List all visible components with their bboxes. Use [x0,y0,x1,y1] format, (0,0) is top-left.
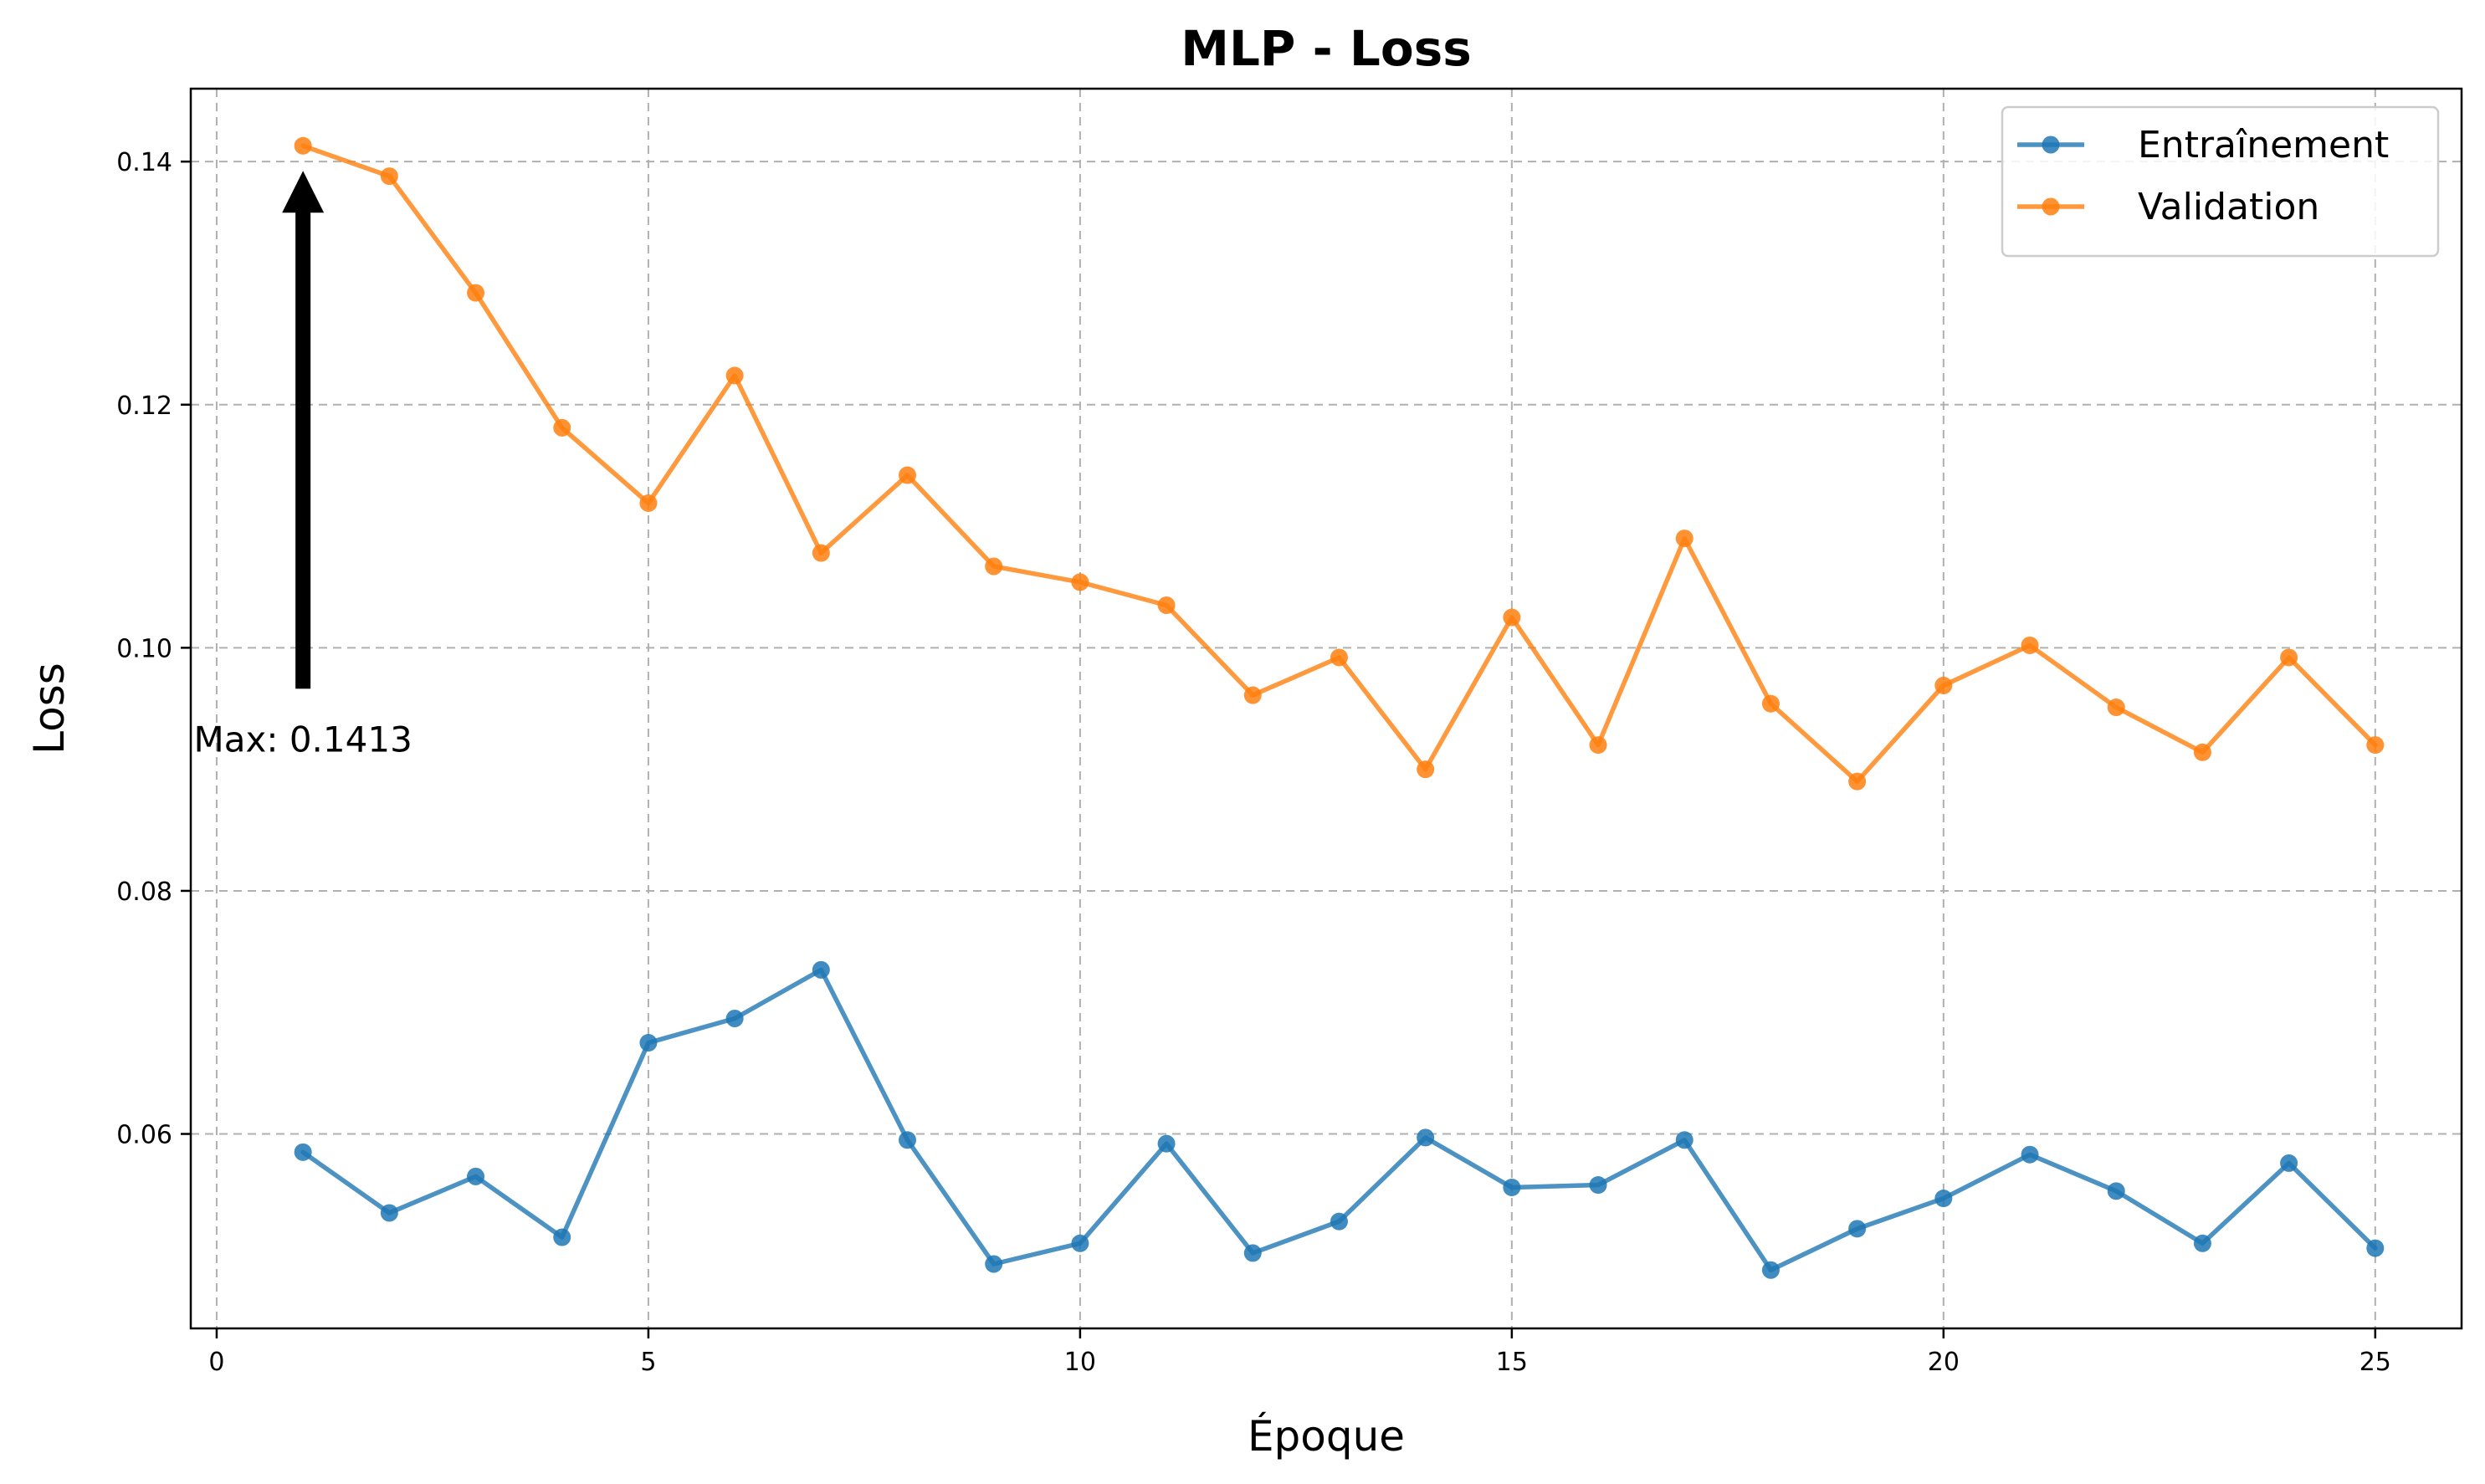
data-point-1 [294,136,312,155]
y-tick-label: 0.12 [116,391,172,421]
x-tick-label: 0 [208,1348,224,1377]
data-point-0 [380,1204,398,1222]
x-tick-label: 15 [1496,1348,1528,1377]
data-point-1 [1934,676,1953,694]
annotation-arrow-shaft [295,211,311,689]
legend-box [2001,105,2440,258]
data-point-1 [1589,736,1607,755]
x-tick-label: 25 [2359,1348,2391,1377]
data-point-0 [2107,1182,2125,1200]
data-point-1 [985,557,1003,576]
data-point-0 [1761,1261,1780,1279]
x-tick-label: 10 [1064,1348,1096,1377]
data-point-0 [2193,1234,2211,1252]
data-point-1 [1157,596,1176,614]
data-point-1 [1417,760,1435,779]
data-point-0 [553,1228,571,1246]
y-tick-label: 0.08 [116,878,172,907]
y-axis-label: Loss [25,663,74,755]
data-point-1 [2021,636,2039,654]
y-axis: 0.06 0.08 0.10 0.12 0.14 [116,148,191,1150]
legend: Entraînement Validation [2001,105,2440,258]
data-point-1 [812,544,830,562]
data-point-1 [639,494,658,512]
data-point-0 [1157,1134,1176,1153]
data-point-1 [725,366,744,385]
data-point-1 [899,466,917,484]
legend-label-1: Validation [2138,186,2319,228]
data-point-0 [1330,1212,1348,1231]
data-point-1 [2366,736,2385,755]
data-point-0 [985,1255,1003,1273]
data-point-1 [1675,530,1693,548]
plot-area: Max: 0.1413 [189,87,2463,1330]
data-point-1 [1761,694,1780,713]
data-point-1 [553,418,571,437]
data-point-0 [812,960,830,979]
data-point-0 [467,1167,485,1185]
y-tick-label: 0.06 [116,1121,172,1150]
annotation-label: Max: 0.1413 [194,719,412,760]
data-point-0 [2366,1239,2385,1257]
x-axis: 0 5 10 15 20 25 [208,1328,2391,1377]
y-tick-label: 0.10 [116,634,172,663]
data-point-0 [1243,1244,1262,1262]
data-point-0 [294,1143,312,1161]
chart-title: MLP - Loss [1181,20,1472,77]
data-point-1 [1330,648,1348,667]
data-point-0 [725,1010,744,1027]
annotation-arrow-head [282,171,325,213]
data-point-0 [1934,1190,1953,1208]
data-point-0 [1848,1220,1867,1238]
data-point-0 [639,1034,658,1052]
data-point-1 [1503,608,1521,627]
data-point-1 [1071,573,1089,591]
data-point-1 [2280,648,2298,667]
series-layer [294,136,2385,1279]
data-point-0 [1417,1128,1435,1147]
data-point-0 [1675,1131,1693,1149]
legend-marker-1 [2042,197,2060,216]
legend-label-0: Entraînement [2138,124,2389,166]
y-tick-label: 0.14 [116,148,172,177]
data-point-1 [467,284,485,302]
data-point-0 [1589,1176,1607,1195]
data-point-0 [899,1131,917,1149]
data-point-0 [2021,1145,2039,1164]
data-point-0 [2280,1154,2298,1172]
data-point-1 [1848,772,1867,791]
x-axis-label: Époque [1248,1411,1405,1461]
data-point-0 [1503,1178,1521,1196]
x-tick-label: 5 [640,1348,656,1377]
data-point-0 [1071,1234,1089,1252]
plot-frame [189,87,2463,1330]
legend-marker-0 [2042,136,2060,154]
data-point-1 [2107,699,2125,717]
data-point-1 [2193,743,2211,761]
data-point-1 [1243,686,1262,704]
annotation-layer: Max: 0.1413 [194,171,412,760]
data-point-1 [380,167,398,186]
x-tick-label: 20 [1928,1348,1960,1377]
